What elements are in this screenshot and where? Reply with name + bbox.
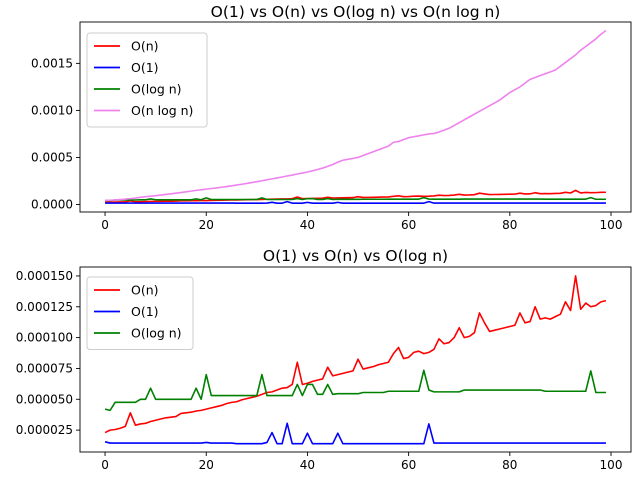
legend: O(n) O(1) O(log n) O(n log n) <box>86 32 208 128</box>
legend-label: O(1) <box>131 60 159 75</box>
y-tick-label: 0.000150 <box>16 269 73 283</box>
series-line-o-log-n <box>105 196 606 202</box>
x-tick-label: 80 <box>502 218 517 232</box>
y-tick-label: 0.000075 <box>16 361 73 375</box>
plot-frame <box>79 21 632 213</box>
x-tick-label: 20 <box>199 218 214 232</box>
series-lines <box>104 275 607 445</box>
y-tick-label: 0.0015 <box>31 56 73 70</box>
x-tick-label: 40 <box>300 458 315 472</box>
series-line-o-n <box>104 275 607 434</box>
chart-title: O(1) vs O(n) vs O(log n) <box>263 247 448 265</box>
series-line-o-log-n <box>104 369 606 412</box>
legend-box <box>86 32 208 128</box>
x-tick-label: 60 <box>401 218 416 232</box>
series-lines <box>105 29 607 204</box>
y-tick-label: 0.0010 <box>31 103 73 117</box>
chart-title: O(1) vs O(n) vs O(log n) vs O(n log n) <box>211 3 501 21</box>
series-line-o-1 <box>105 200 606 204</box>
x-tick-label: 80 <box>502 458 517 472</box>
legend-box <box>86 276 194 350</box>
legend-label: O(1) <box>131 304 159 319</box>
x-tick-label: 0 <box>101 458 109 472</box>
legend-label: O(log n) <box>131 326 182 341</box>
legend-label: O(n) <box>131 283 159 298</box>
y-tick-label: 0.000025 <box>16 423 73 437</box>
series-line-o-n <box>105 189 606 204</box>
x-tick-label: 20 <box>199 458 214 472</box>
legend-label: O(log n) <box>131 82 182 97</box>
chart-bottom: O(1) vs O(n) vs O(log n) 0 20 40 60 80 100 0.00… <box>16 247 632 472</box>
legend-label: O(n log n) <box>131 103 193 118</box>
y-tick-label: 0.000050 <box>16 392 73 406</box>
y-tick-label: 0.0000 <box>31 197 73 211</box>
y-tick-label: 0.000125 <box>16 300 73 314</box>
x-tick-label: 40 <box>300 218 315 232</box>
x-tick-label: 60 <box>401 458 416 472</box>
x-tick-label: 100 <box>600 458 623 472</box>
chart-top: O(1) vs O(n) vs O(log n) vs O(n log n) 0 2… <box>31 3 632 232</box>
y-tick-label: 0.0005 <box>31 150 73 164</box>
x-tick-label: 0 <box>101 218 109 232</box>
y-tick-label: 0.000100 <box>16 331 73 345</box>
series-line-o-1 <box>104 422 606 445</box>
legend-label: O(n) <box>131 39 159 54</box>
series-line-o-n-log-n <box>105 29 607 202</box>
plot-frame <box>79 266 632 453</box>
legend: O(n) O(1) O(log n) <box>86 276 194 350</box>
x-tick-label: 100 <box>600 218 623 232</box>
